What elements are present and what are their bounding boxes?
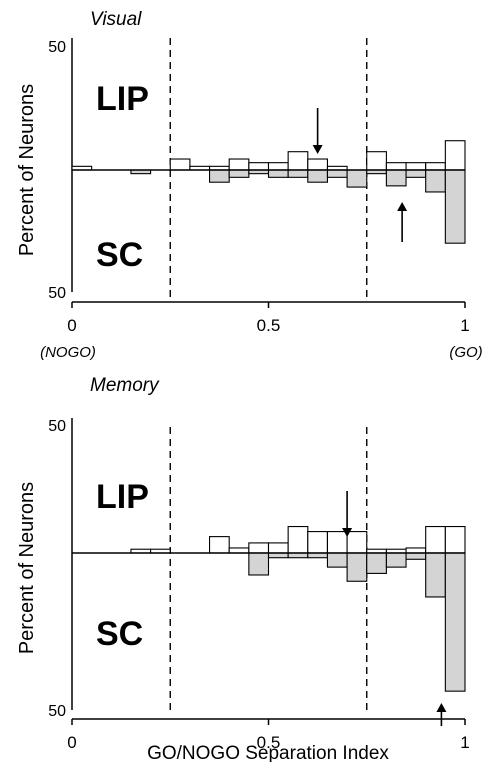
visual-lip-bar	[425, 162, 446, 171]
visual-sc-bar	[385, 169, 407, 187]
memory-sc-bar	[385, 552, 407, 568]
visual-sc-bar	[287, 169, 309, 178]
visual-lip-bar	[307, 158, 328, 171]
visual-y-axis-label: Percent of Neurons	[16, 84, 38, 256]
visual-sc-bar	[267, 169, 289, 178]
memory-bars	[72, 427, 466, 726]
visual-sc-bar	[228, 169, 250, 178]
memory-lip-bar	[405, 547, 427, 554]
visual-go-note: (GO)	[449, 344, 482, 361]
memory-sc-bar	[425, 552, 446, 598]
visual-lip-bar	[366, 151, 387, 171]
memory-y-axis-label: Percent of Neurons	[16, 482, 38, 654]
visual-lip-bar	[248, 162, 270, 171]
visual-lip-bar	[267, 162, 289, 171]
visual-panel-title: Visual	[90, 9, 142, 30]
visual-sc-bar	[444, 169, 466, 244]
memory-panel: Memory Percent of Neurons 50 50 LIP SC 0…	[16, 375, 470, 762]
memory-lip-bar	[267, 542, 289, 554]
memory-lip-bar	[209, 536, 230, 554]
visual-sc-bar	[405, 169, 427, 178]
visual-lip-label: LIP	[96, 80, 149, 118]
visual-nogo-note: (NOGO)	[40, 344, 96, 361]
memory-xtick-label: 0	[67, 733, 76, 752]
memory-lip-bar	[425, 525, 446, 554]
visual-ytick-top: 50	[48, 39, 66, 56]
memory-lip-bar	[326, 531, 348, 554]
memory-lip-bar	[444, 525, 466, 554]
memory-lip-bar	[287, 525, 309, 554]
memory-panel-title: Memory	[90, 375, 160, 396]
visual-lip-median-arrowhead	[312, 145, 323, 154]
memory-sc-bar	[444, 552, 466, 692]
memory-sc-median-arrowhead	[436, 703, 447, 712]
visual-sc-median-arrowhead	[397, 202, 408, 211]
memory-lip-median-arrowhead	[342, 528, 353, 537]
visual-lip-bar	[228, 158, 250, 171]
x-axis-label: GO/NOGO Separation Index	[147, 743, 389, 762]
visual-xtick-label: 1	[460, 316, 469, 335]
memory-sc-bar	[405, 552, 427, 560]
memory-xtick-label: 1	[460, 733, 469, 752]
visual-sc-bar	[307, 169, 328, 183]
visual-lip-bar	[405, 162, 427, 171]
memory-lip-bar	[307, 531, 328, 554]
memory-lip-bar	[228, 547, 250, 554]
visual-sc-bar	[346, 169, 368, 188]
memory-sc-bar	[326, 552, 348, 568]
visual-sc-bar	[425, 169, 446, 193]
visual-lip-bar	[287, 151, 309, 171]
visual-sc-bar	[326, 169, 348, 178]
memory-xtick-label: 0.5	[257, 733, 281, 752]
memory-lip-label: LIP	[96, 478, 149, 516]
memory-lip-bar	[346, 531, 368, 554]
visual-lip-bar	[169, 158, 191, 171]
visual-sc-bar	[209, 169, 230, 183]
memory-ytick-bottom: 50	[48, 703, 66, 720]
memory-sc-bar	[346, 552, 368, 582]
memory-sc-bar	[366, 552, 387, 574]
visual-bars	[71, 38, 466, 298]
visual-panel: Visual Percent of Neurons 50 50 LIP SC 0…	[16, 9, 483, 361]
visual-lip-bar	[385, 162, 407, 171]
visual-sc-label: SC	[96, 236, 143, 274]
visual-xtick-label: 0.5	[257, 316, 281, 335]
memory-lip-bar	[248, 542, 270, 554]
visual-xtick-label: 0	[67, 316, 76, 335]
memory-sc-bar	[248, 552, 270, 576]
visual-ytick-bottom: 50	[48, 285, 66, 302]
memory-sc-label: SC	[96, 615, 143, 653]
memory-ytick-top: 50	[48, 418, 66, 435]
visual-lip-bar	[444, 140, 466, 171]
